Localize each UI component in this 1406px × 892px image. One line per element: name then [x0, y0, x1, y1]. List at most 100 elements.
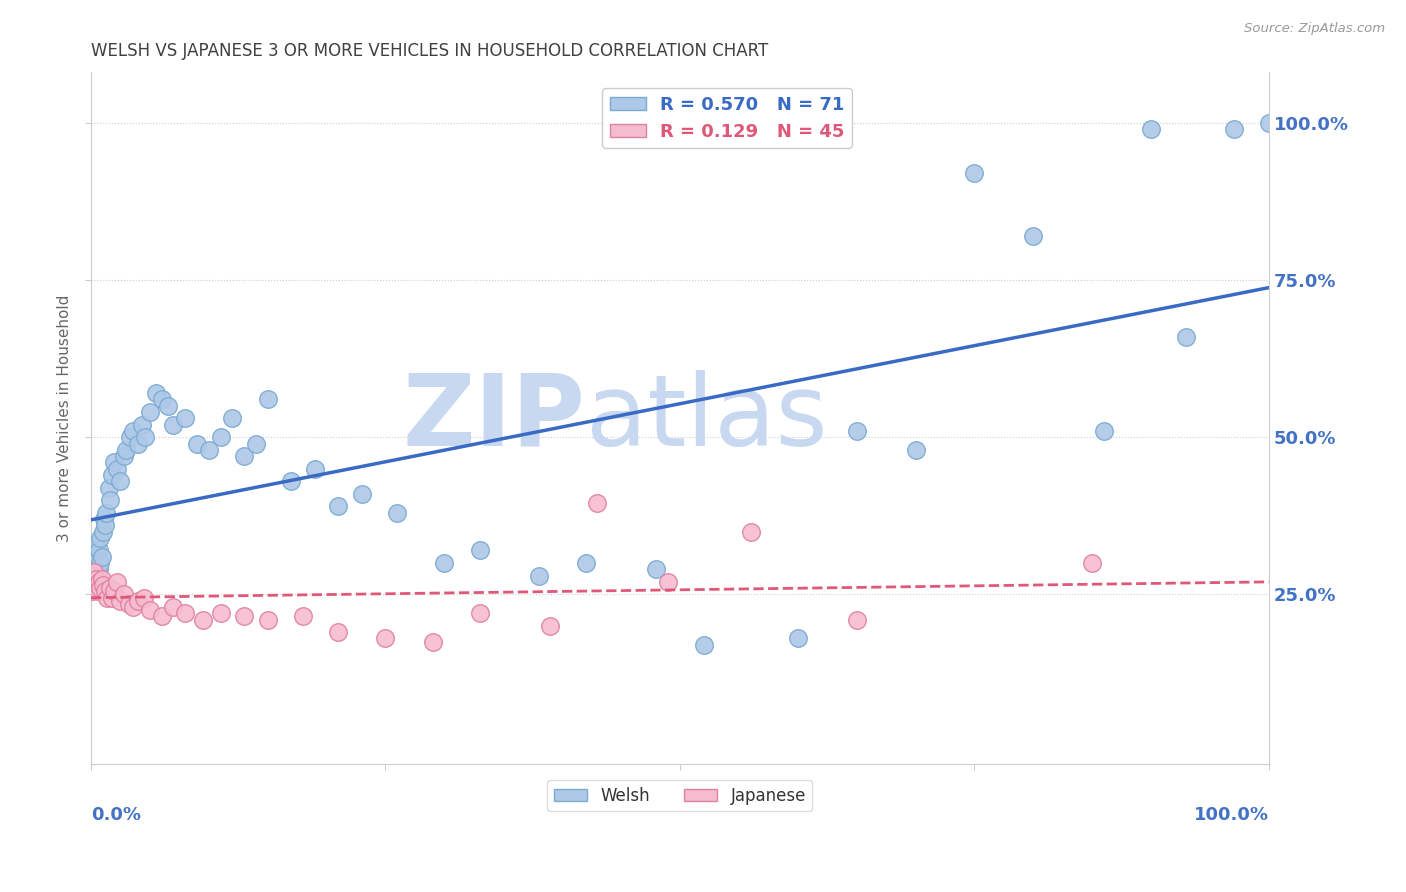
- Point: [86, 578, 108, 592]
- Point: [422, 634, 444, 648]
- Point: [139, 603, 162, 617]
- Point: [83, 543, 105, 558]
- Text: 0.0%: 0.0%: [91, 805, 141, 824]
- Point: [94, 584, 117, 599]
- Point: [209, 430, 232, 444]
- Point: [87, 553, 110, 567]
- Point: [84, 566, 107, 580]
- Point: [692, 638, 714, 652]
- Point: [89, 556, 111, 570]
- Point: [122, 424, 145, 438]
- Point: [280, 475, 302, 489]
- Point: [89, 581, 111, 595]
- Point: [90, 549, 112, 564]
- Text: 100.0%: 100.0%: [1194, 805, 1270, 824]
- Point: [1092, 424, 1115, 438]
- Point: [1081, 556, 1104, 570]
- Point: [83, 562, 105, 576]
- Point: [328, 625, 350, 640]
- Point: [845, 613, 868, 627]
- Point: [527, 568, 550, 582]
- Point: [112, 587, 135, 601]
- Text: Source: ZipAtlas.com: Source: ZipAtlas.com: [1244, 22, 1385, 36]
- Point: [110, 475, 132, 489]
- Point: [87, 584, 110, 599]
- Point: [162, 600, 184, 615]
- Point: [82, 568, 104, 582]
- Legend: Welsh, Japanese: Welsh, Japanese: [547, 780, 813, 812]
- Point: [575, 556, 598, 570]
- Point: [98, 493, 121, 508]
- Point: [96, 591, 118, 605]
- Point: [115, 442, 138, 457]
- Point: [1175, 329, 1198, 343]
- Point: [101, 467, 124, 482]
- Point: [150, 392, 173, 407]
- Point: [86, 547, 108, 561]
- Point: [191, 613, 214, 627]
- Point: [645, 562, 668, 576]
- Point: [245, 436, 267, 450]
- Text: WELSH VS JAPANESE 3 OR MORE VEHICLES IN HOUSEHOLD CORRELATION CHART: WELSH VS JAPANESE 3 OR MORE VEHICLES IN …: [91, 42, 768, 60]
- Point: [105, 574, 128, 589]
- Point: [256, 392, 278, 407]
- Point: [433, 556, 456, 570]
- Point: [291, 609, 314, 624]
- Y-axis label: 3 or more Vehicles in Household: 3 or more Vehicles in Household: [58, 294, 72, 542]
- Point: [101, 591, 124, 605]
- Point: [110, 593, 132, 607]
- Point: [786, 632, 808, 646]
- Point: [150, 609, 173, 624]
- Point: [374, 632, 396, 646]
- Point: [134, 430, 156, 444]
- Point: [84, 572, 107, 586]
- Point: [586, 496, 609, 510]
- Point: [233, 449, 256, 463]
- Point: [162, 417, 184, 432]
- Point: [186, 436, 208, 450]
- Point: [89, 574, 111, 589]
- Point: [131, 417, 153, 432]
- Point: [740, 524, 762, 539]
- Point: [82, 559, 104, 574]
- Point: [93, 512, 115, 526]
- Point: [139, 405, 162, 419]
- Point: [904, 442, 927, 457]
- Point: [103, 455, 125, 469]
- Point: [233, 609, 256, 624]
- Point: [304, 461, 326, 475]
- Point: [89, 531, 111, 545]
- Point: [845, 424, 868, 438]
- Point: [328, 500, 350, 514]
- Point: [84, 581, 107, 595]
- Point: [91, 578, 114, 592]
- Point: [98, 581, 121, 595]
- Point: [82, 581, 104, 595]
- Point: [657, 574, 679, 589]
- Point: [89, 543, 111, 558]
- Point: [82, 568, 104, 582]
- Point: [145, 386, 167, 401]
- Point: [1140, 122, 1163, 136]
- Point: [1222, 122, 1244, 136]
- Point: [86, 559, 108, 574]
- Text: ZIP: ZIP: [404, 370, 586, 467]
- Point: [256, 613, 278, 627]
- Point: [132, 591, 155, 605]
- Point: [1258, 116, 1281, 130]
- Point: [84, 537, 107, 551]
- Text: atlas: atlas: [586, 370, 827, 467]
- Point: [221, 411, 243, 425]
- Point: [122, 600, 145, 615]
- Point: [156, 399, 179, 413]
- Point: [87, 572, 110, 586]
- Point: [118, 430, 141, 444]
- Point: [387, 506, 409, 520]
- Point: [97, 481, 120, 495]
- Point: [468, 543, 491, 558]
- Point: [82, 572, 104, 586]
- Point: [82, 578, 104, 592]
- Point: [174, 607, 197, 621]
- Point: [94, 518, 117, 533]
- Point: [117, 597, 139, 611]
